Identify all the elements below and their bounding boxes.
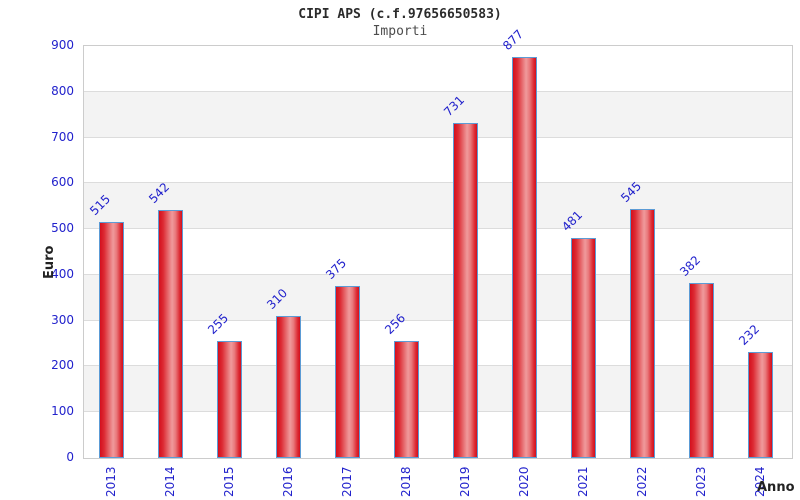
plot-band	[84, 91, 792, 138]
y-tick-label: 400	[51, 266, 74, 281]
x-tick-label: 2018	[398, 466, 413, 497]
plot-band	[84, 138, 792, 184]
x-tick-label: 2015	[221, 466, 236, 497]
bar	[748, 351, 773, 458]
bar	[630, 208, 655, 458]
bar	[512, 56, 537, 458]
x-tick-label: 2013	[103, 466, 118, 497]
bar	[99, 222, 124, 458]
y-axis-title: Euro	[42, 245, 57, 279]
plot-area: 515 542 255 310 375 256 731 877 481 545 382 232	[83, 26, 793, 459]
x-tick-label: 2017	[339, 466, 354, 497]
plot-band	[84, 412, 792, 458]
plot-band	[84, 46, 792, 92]
y-tick-label: 0	[66, 450, 74, 464]
y-tick-label: 500	[51, 221, 74, 236]
gridline	[84, 273, 792, 275]
bar	[158, 209, 183, 458]
y-tick-label: 800	[51, 83, 74, 98]
y-tick-label: 300	[51, 312, 74, 327]
chart-subtitle: Importi	[372, 24, 428, 39]
gridline	[84, 411, 792, 413]
plot-band	[84, 366, 792, 413]
gridline	[84, 136, 792, 138]
x-axis-title: Anno	[757, 480, 795, 495]
y-tick-label: 700	[51, 129, 74, 144]
gridline	[84, 365, 792, 367]
bar	[217, 341, 242, 458]
bar	[689, 283, 714, 458]
bar	[335, 286, 360, 458]
y-tick-label: 600	[51, 175, 74, 190]
x-tick-label: 2020	[516, 466, 531, 497]
x-tick-label: 2014	[162, 466, 177, 497]
bar	[571, 237, 596, 458]
bar	[394, 340, 419, 458]
x-tick-label: 2022	[634, 466, 649, 497]
x-tick-label: 2023	[693, 466, 708, 497]
x-tick-label: 2021	[575, 466, 590, 497]
plot-band	[84, 183, 792, 230]
plot-band	[84, 321, 792, 367]
y-tick-label: 100	[51, 404, 74, 419]
plot-band	[84, 274, 792, 321]
y-tick-label: 200	[51, 358, 74, 373]
x-tick-label: 2016	[280, 466, 295, 497]
gridline	[84, 182, 792, 184]
gridline	[84, 319, 792, 321]
y-tick-label: 900	[51, 38, 74, 52]
gridline	[84, 90, 792, 92]
chart-title: CIPI APS (c.f.97656650583)	[298, 7, 502, 22]
gridline	[84, 228, 792, 230]
bar	[276, 316, 301, 458]
bar	[453, 123, 478, 458]
x-tick-label: 2019	[457, 466, 472, 497]
